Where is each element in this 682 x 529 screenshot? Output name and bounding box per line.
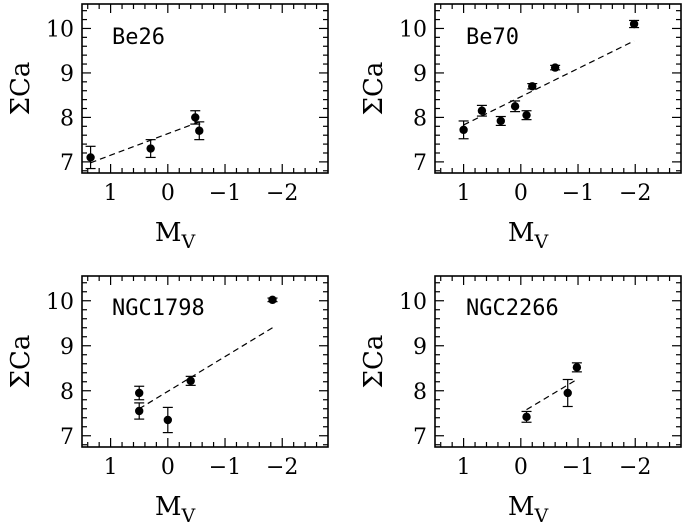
data-point bbox=[522, 412, 531, 422]
plot-frame bbox=[81, 275, 329, 448]
y-tick-label: 8 bbox=[60, 380, 74, 405]
x-tick-label: 0 bbox=[514, 181, 528, 206]
y-tick-label: 8 bbox=[413, 380, 427, 405]
x-tick-label: 0 bbox=[514, 455, 528, 480]
y-tick-label: 9 bbox=[413, 335, 427, 360]
x-tick-label: −1 bbox=[562, 181, 594, 206]
x-tick-label: −2 bbox=[619, 181, 651, 206]
y-tick-label: 10 bbox=[399, 290, 427, 315]
data-point bbox=[629, 19, 639, 29]
y-axis-label: ΣCa bbox=[6, 335, 36, 389]
x-tick-label: 0 bbox=[161, 181, 175, 206]
data-point bbox=[135, 406, 144, 416]
x-tick-label: 1 bbox=[457, 455, 471, 480]
data-point bbox=[496, 116, 505, 126]
data-point bbox=[135, 388, 144, 398]
fit-line bbox=[463, 40, 635, 126]
plot-frame bbox=[81, 3, 329, 174]
y-tick-label: 8 bbox=[413, 106, 427, 131]
data-point bbox=[572, 363, 582, 372]
y-axis-label: ΣCa bbox=[359, 62, 389, 116]
y-tick-label: 9 bbox=[413, 62, 427, 87]
data-point bbox=[550, 63, 560, 72]
fit-line bbox=[138, 327, 273, 410]
y-tick-label: 10 bbox=[46, 290, 74, 315]
x-tick-label: 1 bbox=[104, 181, 118, 206]
x-tick-label: 1 bbox=[104, 455, 118, 480]
data-point bbox=[195, 126, 204, 135]
x-axis-label-subscript: V bbox=[180, 505, 195, 527]
data-point bbox=[510, 102, 520, 111]
x-axis-label: MV bbox=[155, 218, 196, 253]
y-tick-label: 7 bbox=[60, 425, 74, 450]
plot-frame bbox=[434, 275, 682, 448]
x-tick-label: 1 bbox=[457, 181, 471, 206]
y-tick-label: 8 bbox=[60, 106, 74, 131]
plot-frame bbox=[434, 3, 682, 174]
data-point bbox=[477, 106, 487, 115]
x-axis-label: MV bbox=[508, 492, 549, 527]
panel-title-ngc2266: NGC2266 bbox=[466, 296, 559, 321]
y-tick-label: 10 bbox=[46, 17, 74, 42]
x-axis-label-main: M bbox=[155, 492, 182, 522]
x-tick-label: −1 bbox=[209, 455, 241, 480]
x-tick-label: −2 bbox=[266, 455, 298, 480]
x-axis-label-main: M bbox=[155, 218, 182, 248]
x-tick-label: −1 bbox=[562, 455, 594, 480]
x-axis-label-subscript: V bbox=[533, 231, 548, 253]
x-axis-label-main: M bbox=[508, 492, 535, 522]
panel-title-be70: Be70 bbox=[466, 25, 519, 50]
x-tick-label: −2 bbox=[619, 455, 651, 480]
y-axis-label: ΣCa bbox=[6, 62, 36, 116]
data-point bbox=[146, 144, 155, 153]
data-point bbox=[522, 110, 531, 120]
panel-title-ngc1798: NGC1798 bbox=[112, 296, 205, 321]
x-tick-label: 0 bbox=[161, 455, 175, 480]
x-axis-label-subscript: V bbox=[180, 231, 195, 253]
y-tick-label: 9 bbox=[60, 62, 74, 87]
y-tick-label: 7 bbox=[413, 425, 427, 450]
panel-title-be26: Be26 bbox=[112, 25, 165, 50]
x-axis-label: MV bbox=[508, 218, 549, 253]
data-point bbox=[459, 125, 468, 135]
data-point bbox=[186, 376, 195, 386]
y-axis-label: ΣCa bbox=[359, 335, 389, 389]
y-tick-label: 7 bbox=[60, 151, 74, 176]
x-axis-label-main: M bbox=[508, 218, 535, 248]
data-point bbox=[86, 153, 95, 162]
data-point bbox=[163, 415, 173, 425]
x-axis-label: MV bbox=[155, 492, 196, 527]
x-tick-label: −2 bbox=[266, 181, 298, 206]
x-axis-label-subscript: V bbox=[533, 505, 548, 527]
data-point bbox=[563, 388, 572, 398]
data-point bbox=[191, 113, 200, 122]
data-point bbox=[528, 82, 537, 91]
data-point bbox=[268, 295, 277, 305]
y-tick-label: 7 bbox=[413, 151, 427, 176]
y-tick-label: 10 bbox=[399, 17, 427, 42]
y-tick-label: 9 bbox=[60, 335, 74, 360]
fit-line bbox=[90, 121, 200, 164]
x-tick-label: −1 bbox=[209, 181, 241, 206]
